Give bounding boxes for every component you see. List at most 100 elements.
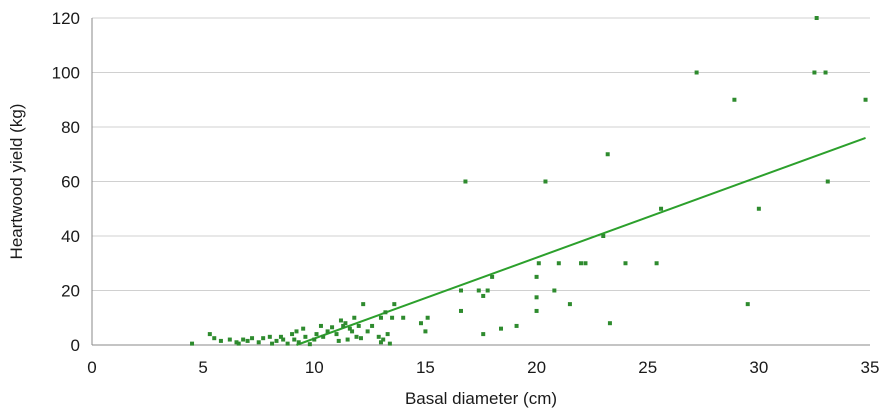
x-tick-label: 10 <box>305 358 324 377</box>
data-point <box>514 323 519 328</box>
data-point <box>376 334 381 339</box>
data-point <box>267 334 272 339</box>
data-point <box>534 274 539 279</box>
data-point <box>385 332 390 337</box>
data-point <box>463 179 468 184</box>
data-point <box>218 338 223 343</box>
data-point <box>343 321 348 326</box>
y-tick-label: 0 <box>71 336 80 355</box>
data-point <box>250 336 255 341</box>
data-point <box>352 315 357 320</box>
data-point <box>307 342 312 347</box>
x-tick-label: 25 <box>638 358 657 377</box>
data-point <box>654 261 659 266</box>
trendline <box>296 136 866 346</box>
data-point <box>294 329 299 334</box>
data-point <box>387 341 392 346</box>
data-points <box>190 16 868 347</box>
data-point <box>825 179 830 184</box>
y-tick-label: 80 <box>61 118 80 137</box>
data-point <box>274 338 279 343</box>
data-point <box>745 302 750 307</box>
data-point <box>601 234 606 238</box>
data-point <box>278 334 283 339</box>
data-point <box>458 288 463 293</box>
data-point <box>312 337 317 342</box>
data-point <box>236 341 241 346</box>
data-point <box>334 332 339 337</box>
data-point <box>318 323 323 328</box>
data-point <box>623 261 628 266</box>
data-point <box>694 70 699 75</box>
data-point <box>350 329 355 334</box>
data-point <box>534 295 539 300</box>
data-point <box>325 329 330 334</box>
data-point <box>356 323 361 328</box>
data-point <box>321 334 326 339</box>
data-point <box>345 337 350 342</box>
data-point <box>358 336 363 341</box>
data-point <box>361 302 366 307</box>
data-point <box>390 315 395 320</box>
y-axis-title: Heartwood yield (kg) <box>7 104 26 260</box>
data-point <box>556 261 561 266</box>
data-point <box>823 70 828 75</box>
data-point <box>814 16 819 20</box>
x-tick-label: 30 <box>749 358 768 377</box>
data-point <box>330 325 335 330</box>
data-point <box>552 288 557 293</box>
data-point <box>270 341 275 346</box>
data-point <box>234 340 239 345</box>
y-tick-label: 20 <box>61 282 80 301</box>
data-point <box>383 310 388 315</box>
data-point <box>583 261 588 266</box>
data-point <box>536 261 541 266</box>
data-point <box>481 293 486 298</box>
data-point <box>241 337 246 342</box>
data-point <box>458 308 463 313</box>
data-point <box>605 152 610 157</box>
data-point <box>499 326 504 331</box>
data-point <box>336 338 341 343</box>
data-point <box>659 206 664 211</box>
data-point <box>579 261 584 266</box>
data-point <box>347 326 352 331</box>
data-point <box>256 340 261 345</box>
axes <box>91 18 870 346</box>
data-point <box>303 334 308 339</box>
data-point <box>296 340 301 345</box>
data-point <box>381 337 386 342</box>
data-point <box>354 334 359 339</box>
data-point <box>534 308 539 313</box>
data-point <box>378 315 383 320</box>
data-point <box>301 326 306 331</box>
x-tick-label: 35 <box>861 358 880 377</box>
data-point <box>425 315 430 320</box>
data-point <box>567 302 572 307</box>
data-point <box>401 315 406 320</box>
data-point <box>338 318 343 323</box>
data-point <box>370 323 375 328</box>
x-tick-label: 15 <box>416 358 435 377</box>
y-tick-label: 60 <box>61 173 80 192</box>
data-point <box>392 302 397 307</box>
data-point <box>190 341 195 346</box>
y-tick-labels: 0 20 40 60 80 100 120 <box>52 9 80 355</box>
data-point <box>365 329 370 334</box>
data-point <box>341 323 346 328</box>
data-point <box>227 337 232 342</box>
data-point <box>285 341 290 346</box>
y-tick-label: 100 <box>52 64 80 83</box>
data-point <box>863 97 868 102</box>
data-point <box>378 340 383 345</box>
data-point <box>732 97 737 102</box>
x-tick-labels: 0 5 10 15 20 25 30 35 <box>87 358 879 377</box>
data-point <box>261 336 266 341</box>
y-tick-label: 120 <box>52 9 80 28</box>
data-point <box>281 337 286 342</box>
data-point <box>481 332 486 337</box>
data-point <box>314 332 319 337</box>
data-point <box>292 337 297 342</box>
trendline-group <box>296 136 866 346</box>
